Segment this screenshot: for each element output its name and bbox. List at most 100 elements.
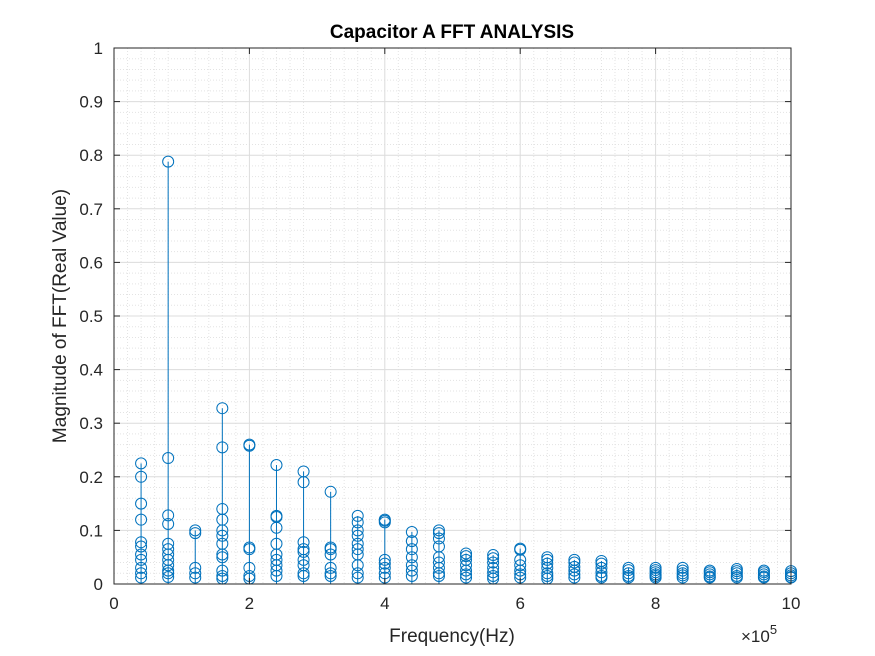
- stem-marker: [460, 564, 473, 577]
- y-tick-label: 0.6: [79, 253, 103, 272]
- stem-marker: [135, 513, 148, 526]
- stem-marker: [487, 549, 500, 562]
- stem-marker: [270, 569, 283, 582]
- stem-marker: [216, 524, 229, 537]
- x-tick-label: 4: [380, 594, 389, 613]
- stem-marker: [135, 553, 148, 566]
- y-tick-label: 0.2: [79, 468, 103, 487]
- stem-marker: [541, 569, 554, 582]
- stem-marker: [297, 476, 310, 489]
- y-tick-label: 1: [94, 39, 103, 58]
- stem-marker: [378, 561, 391, 574]
- stem-marker: [324, 548, 337, 561]
- stem-marker: [297, 536, 310, 549]
- stem-marker: [189, 527, 202, 540]
- stem-marker: [730, 567, 743, 580]
- stem-marker: [541, 553, 554, 566]
- stem-marker: [351, 559, 364, 572]
- stem-marker: [297, 553, 310, 566]
- stem-marker: [676, 571, 689, 584]
- stem-marker: [432, 561, 445, 574]
- y-tick-label: 0.9: [79, 93, 103, 112]
- stem-marker: [432, 527, 445, 540]
- x-tick-label: 8: [651, 594, 660, 613]
- stem-marker: [324, 485, 337, 498]
- stem-marker: [216, 402, 229, 415]
- stem-marker: [351, 509, 364, 522]
- stem-marker: [757, 571, 770, 584]
- stem-marker: [541, 557, 554, 570]
- stem-marker: [243, 439, 256, 452]
- stem-marker: [460, 547, 473, 560]
- stem-marker: [432, 569, 445, 582]
- stem-marker: [622, 567, 635, 580]
- stem-marker: [351, 571, 364, 584]
- stem-marker: [541, 567, 554, 580]
- stem-marker: [216, 564, 229, 577]
- stem-marker: [703, 571, 716, 584]
- stem-marker: [216, 529, 229, 542]
- stem-marker: [270, 521, 283, 534]
- x-exponent-base: ×10: [741, 627, 770, 646]
- stem-marker: [378, 553, 391, 566]
- y-tick-label: 0.3: [79, 414, 103, 433]
- stem-marker: [162, 517, 175, 530]
- stem-marker: [297, 569, 310, 582]
- stem-marker: [189, 571, 202, 584]
- stem-marker: [216, 441, 229, 454]
- stem-marker: [243, 543, 256, 556]
- stem-marker: [460, 568, 473, 581]
- stem-marker: [297, 567, 310, 580]
- stem-marker: [514, 559, 527, 572]
- stem-marker: [622, 564, 635, 577]
- stem-marker: [162, 452, 175, 465]
- stem-marker: [351, 516, 364, 529]
- stem-marker: [351, 529, 364, 542]
- stem-marker: [135, 567, 148, 580]
- stem-marker: [135, 497, 148, 510]
- chart-title: Capacitor A FFT ANALYSIS: [330, 22, 574, 43]
- y-tick-label: 0.4: [79, 361, 103, 380]
- stem-marker: [487, 556, 500, 569]
- x-tick-label: 6: [515, 594, 524, 613]
- stem-marker: [189, 567, 202, 580]
- stem-marker: [378, 557, 391, 570]
- stem-marker: [324, 543, 337, 556]
- stem-marker: [432, 532, 445, 545]
- x-tick-label: 2: [245, 594, 254, 613]
- x-exponent-power: 5: [770, 622, 777, 637]
- stem-marker: [730, 571, 743, 584]
- stem-marker: [216, 569, 229, 582]
- stem-marker: [297, 545, 310, 558]
- stem-marker: [162, 509, 175, 522]
- stem-marker: [405, 543, 418, 556]
- stem-marker: [135, 561, 148, 574]
- stem-marker: [568, 571, 581, 584]
- y-tick-label: 0.8: [79, 146, 103, 165]
- stem-marker: [324, 569, 337, 582]
- stem-marker: [568, 556, 581, 569]
- stem-marker: [135, 571, 148, 584]
- stem-marker: [324, 561, 337, 574]
- stem-marker: [162, 155, 175, 168]
- stem-marker: [622, 571, 635, 584]
- stem-marker: [351, 524, 364, 537]
- stem-marker: [135, 548, 148, 561]
- x-tick-label: 10: [782, 594, 801, 613]
- y-tick-label: 0.5: [79, 307, 103, 326]
- stem-marker: [568, 564, 581, 577]
- stem-marker: [432, 524, 445, 537]
- stem-marker: [162, 567, 175, 580]
- stem-marker: [460, 559, 473, 572]
- stem-marker: [405, 526, 418, 539]
- stem-marker: [135, 536, 148, 549]
- stem-marker: [162, 571, 175, 584]
- y-tick-label: 0: [94, 575, 103, 594]
- stem-marker: [676, 561, 689, 574]
- stem-marker: [595, 557, 608, 570]
- stem-marker: [460, 550, 473, 563]
- stem-marker: [216, 551, 229, 564]
- stem-marker: [514, 564, 527, 577]
